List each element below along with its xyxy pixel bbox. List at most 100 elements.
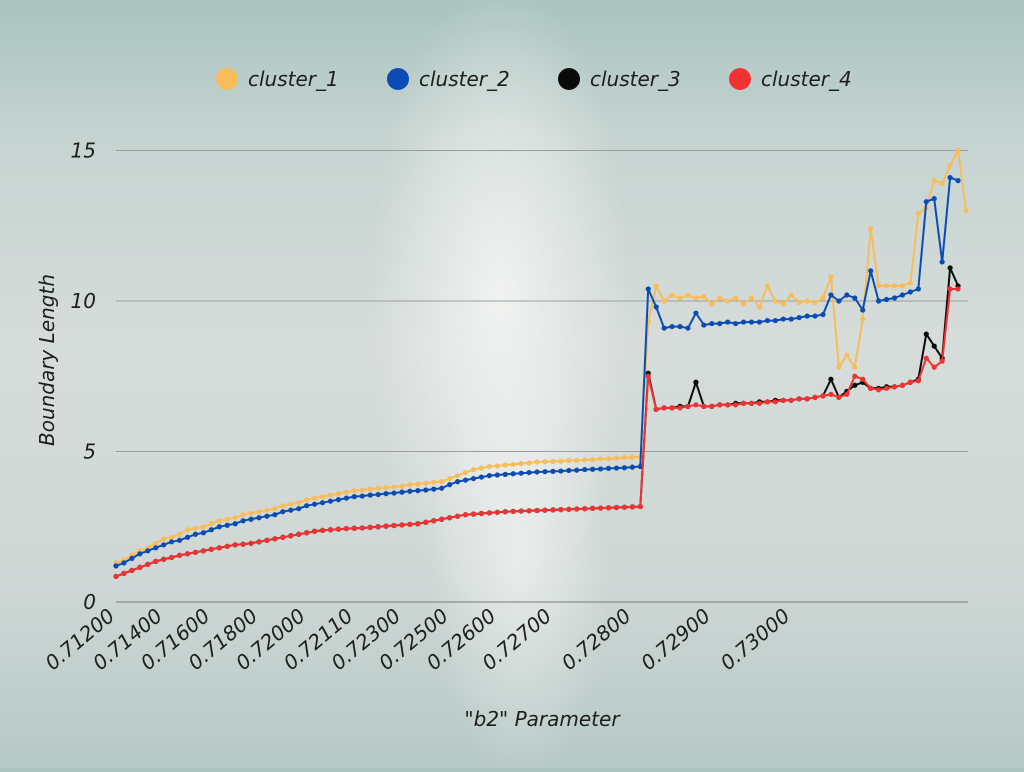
data-point — [907, 280, 913, 286]
data-point — [280, 503, 286, 509]
data-point — [502, 509, 508, 515]
data-point — [494, 509, 500, 515]
data-point — [693, 402, 699, 408]
data-point — [431, 518, 437, 524]
data-point — [788, 397, 794, 403]
data-point — [836, 298, 842, 304]
data-point — [470, 475, 477, 482]
data-point — [447, 482, 453, 488]
data-point — [486, 472, 492, 479]
data-point — [248, 516, 254, 522]
data-point — [883, 385, 890, 391]
data-point — [169, 534, 175, 540]
data-point — [407, 488, 413, 494]
data-point — [725, 319, 731, 325]
series-line — [115, 176, 959, 567]
data-point — [613, 465, 620, 471]
data-point — [947, 286, 953, 292]
data-point — [931, 196, 937, 202]
data-point — [137, 551, 143, 557]
data-point — [597, 466, 604, 472]
data-point — [176, 537, 183, 543]
data-point — [542, 459, 548, 465]
data-point — [407, 521, 413, 527]
data-point — [184, 527, 191, 533]
legend-label: cluster_4 — [761, 67, 852, 91]
data-point — [955, 178, 961, 184]
data-point — [709, 403, 715, 409]
data-point — [899, 382, 906, 388]
data-point — [653, 283, 659, 289]
data-point — [256, 515, 262, 521]
data-point — [733, 295, 739, 301]
data-point — [661, 405, 667, 411]
data-point — [852, 373, 858, 379]
data-point — [200, 548, 206, 554]
data-point — [907, 379, 913, 385]
data-point — [383, 491, 389, 497]
data-point — [605, 456, 612, 462]
data-point — [224, 543, 230, 549]
data-point — [590, 466, 596, 472]
data-point — [923, 331, 929, 337]
data-point — [526, 460, 532, 466]
data-point — [343, 489, 349, 495]
data-point — [439, 485, 445, 491]
data-point — [375, 491, 381, 498]
data-point — [733, 402, 739, 408]
data-point — [717, 295, 723, 301]
data-point — [693, 379, 699, 385]
data-point — [176, 531, 183, 537]
data-point — [701, 403, 707, 409]
data-point — [836, 394, 842, 400]
data-point — [868, 385, 874, 391]
data-point — [947, 265, 953, 271]
series-cluster_2 — [113, 174, 961, 569]
data-point — [121, 560, 127, 566]
data-point — [828, 391, 834, 397]
data-point — [685, 403, 691, 409]
data-point — [860, 376, 866, 382]
data-point — [319, 527, 326, 533]
data-point — [248, 540, 254, 546]
data-point — [335, 526, 342, 532]
data-point — [351, 494, 357, 500]
data-point — [216, 524, 222, 530]
data-point — [327, 492, 334, 498]
data-point — [772, 399, 778, 405]
data-point — [264, 513, 270, 519]
data-point — [470, 466, 477, 473]
data-point — [772, 298, 778, 304]
data-point — [693, 295, 699, 301]
data-point — [574, 467, 580, 473]
data-point — [685, 325, 691, 331]
data-point — [550, 468, 556, 474]
data-point — [613, 455, 620, 461]
data-point — [740, 400, 747, 406]
data-point — [407, 482, 413, 488]
data-point — [343, 525, 349, 532]
data-point — [931, 178, 937, 184]
data-point — [304, 503, 310, 509]
data-point — [860, 307, 866, 313]
data-point — [518, 508, 524, 514]
grid — [116, 150, 968, 603]
data-point — [915, 211, 921, 217]
data-point — [391, 522, 397, 529]
data-point — [510, 508, 516, 514]
data-point — [836, 364, 842, 370]
data-point — [804, 313, 810, 319]
data-point — [208, 527, 214, 533]
data-point — [462, 477, 469, 483]
data-point — [153, 545, 159, 551]
data-point — [947, 162, 953, 169]
data-point — [796, 314, 802, 321]
data-point — [327, 527, 334, 533]
data-point — [153, 558, 159, 564]
data-point — [645, 286, 651, 292]
data-point — [478, 465, 485, 471]
data-point — [184, 534, 191, 540]
